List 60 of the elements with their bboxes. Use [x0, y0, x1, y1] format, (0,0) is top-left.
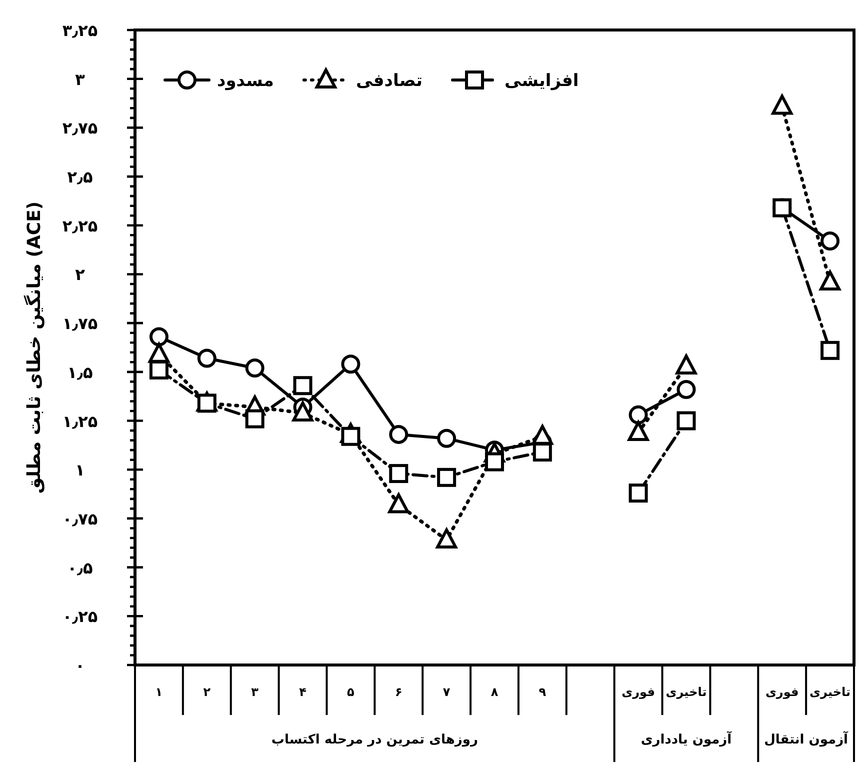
point [437, 428, 456, 448]
legend-label: افزایشی [504, 71, 579, 91]
x-tick-label: ۶ [394, 685, 402, 699]
legend-label: تصادفی [356, 71, 423, 91]
x-tick-label: ۷ [442, 685, 451, 699]
point [437, 468, 456, 487]
text: آزمون انتقال [764, 730, 849, 748]
point [436, 528, 458, 548]
y-tick-label: ۰ [75, 656, 85, 675]
point [245, 409, 264, 428]
x-tick-label: ۴ [299, 685, 306, 699]
y-axis-title: میانگین خطای ثابت مطلق (ACE) [23, 201, 45, 494]
y-tick-label: ۳ [75, 70, 86, 89]
y-tick-label: ۰٫۵ [67, 558, 93, 578]
x-tick-label: تاخیری [666, 685, 707, 699]
y-tick-label: ۳٫۲۵ [62, 21, 98, 40]
y-tick-label: ۱٫۲۵ [62, 412, 98, 431]
point [292, 401, 314, 422]
point [293, 376, 312, 396]
x-tick-label: فوری [622, 685, 655, 699]
y-tick-label: ۲ [75, 265, 86, 284]
legend-label: مسدود [217, 71, 274, 91]
x-tick-label: ۱ [155, 685, 163, 699]
point [197, 348, 216, 368]
x-tick-label: ۹ [538, 685, 547, 699]
point [485, 452, 504, 472]
point [772, 94, 793, 115]
text: روزهای تمرین در مرحله اکتساب [271, 732, 478, 748]
y-tick-label: ۱٫۵ [67, 362, 93, 382]
point [388, 493, 410, 514]
x-tick-label: ۸ [490, 685, 499, 699]
y-tick-label: ۱٫۷۵ [62, 314, 98, 334]
y-tick-label: ۱ [75, 460, 85, 480]
point [532, 442, 552, 462]
point [772, 198, 792, 218]
point [628, 420, 649, 441]
y-tick-label: ۲٫۷۵ [62, 118, 98, 138]
y-tick-label: ۲٫۲۵ [62, 216, 98, 236]
x-tick-label: ۲ [203, 685, 212, 699]
y-tick-label: ۲٫۵ [67, 168, 93, 187]
y-tick-label: ۰٫۲۵ [62, 607, 98, 626]
point [389, 424, 408, 444]
x-tick-label: ۳ [251, 685, 260, 699]
point [820, 232, 840, 251]
text: آزمون یادداری [640, 730, 732, 748]
point [389, 464, 408, 484]
point [628, 484, 648, 503]
x-tick-label: تاخیری [810, 685, 851, 699]
point [820, 270, 841, 291]
point [820, 340, 840, 360]
point [676, 354, 697, 375]
point [149, 327, 168, 346]
point [628, 405, 648, 424]
x-tick-label: ۵ [347, 685, 354, 699]
point [341, 354, 360, 374]
point [676, 411, 696, 430]
y-tick-label: ۰٫۷۵ [62, 509, 98, 528]
point [676, 380, 696, 400]
x-tick-label: فوری [765, 685, 799, 699]
point [245, 358, 264, 378]
